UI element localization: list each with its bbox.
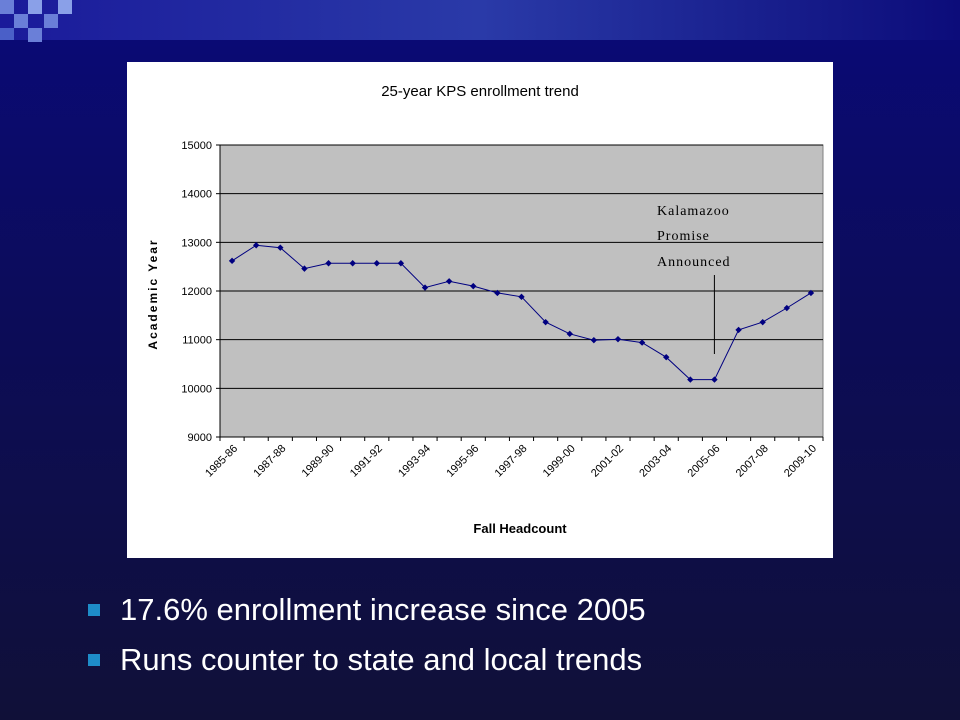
data-point (687, 376, 694, 383)
data-point (638, 339, 646, 346)
slide-header-bar (0, 0, 960, 40)
bullet-marker (88, 654, 100, 666)
bullet-item: Runs counter to state and local trends (88, 635, 928, 685)
data-point (663, 353, 670, 361)
x-tick-label: 1989-90 (300, 443, 337, 480)
data-point (349, 260, 356, 267)
x-tick-label: 1985-86 (203, 443, 240, 480)
data-point (277, 244, 284, 251)
data-point (783, 304, 791, 312)
y-tick-label: 10000 (181, 383, 212, 395)
annotation-line-3: Announced (657, 255, 731, 270)
annotation-line-1: Kalamazoo (657, 204, 730, 219)
bullet-item: 17.6% enrollment increase since 2005 (88, 585, 928, 635)
data-point (445, 278, 453, 285)
data-point (373, 260, 380, 267)
y-tick-label: 15000 (181, 140, 212, 152)
x-tick-label: 2001-02 (589, 443, 626, 480)
bullet-list: 17.6% enrollment increase since 2005 Run… (88, 585, 928, 685)
x-tick-label: 1995-96 (444, 443, 481, 480)
data-point (566, 330, 573, 338)
y-tick-label: 9000 (188, 432, 212, 444)
x-tick-label: 1987-88 (251, 443, 288, 480)
x-tick-label: 2003-04 (637, 443, 674, 480)
chart-canvas: 9000 10000 11000 12000 13000 14000 15000 1985-… (146, 83, 824, 536)
data-point (494, 289, 501, 297)
data-point (711, 376, 718, 383)
x-tick-label: 1999-00 (541, 443, 578, 480)
data-point (397, 260, 405, 267)
bullet-text: Runs counter to state and local trends (120, 642, 643, 677)
x-tick-label: 2009-10 (782, 443, 819, 480)
data-point (614, 335, 622, 343)
x-axis-label: Fall Headcount (473, 521, 567, 536)
chart-title: 25-year KPS enrollment trend (381, 83, 579, 100)
x-tick-label: 2005-06 (686, 443, 723, 480)
x-tick-label: 1993-94 (396, 443, 433, 480)
data-point (590, 336, 598, 344)
bullet-text: 17.6% enrollment increase since 2005 (120, 592, 646, 627)
data-point (252, 242, 260, 249)
data-point (759, 318, 766, 326)
x-tick-label: 2007-08 (734, 443, 771, 480)
bullet-marker (88, 604, 100, 616)
enrollment-chart: 9000 10000 11000 12000 13000 14000 15000 1985-… (127, 62, 833, 558)
y-tick-label: 14000 (181, 189, 212, 201)
data-point (807, 289, 815, 297)
annotation-line-2: Promise (657, 229, 710, 244)
y-tick-label: 13000 (181, 237, 212, 249)
x-tick-label: 1997-98 (493, 443, 530, 480)
y-tick-label: 11000 (182, 335, 212, 347)
data-point (421, 284, 429, 291)
data-point (301, 265, 308, 272)
data-point (228, 257, 236, 265)
y-axis-ticks: 9000 10000 11000 12000 13000 14000 15000 (181, 140, 220, 444)
y-tick-label: 12000 (181, 286, 212, 298)
data-point (735, 326, 742, 334)
data-point (542, 318, 549, 326)
data-point (518, 293, 525, 301)
y-axis-label: Academic Year (146, 238, 160, 349)
data-point (325, 260, 332, 267)
x-axis-ticks: 1985-86 1987-88 1989-90 1991-92 1993-94 1995-… (203, 437, 824, 480)
x-tick-label: 1991-92 (348, 443, 385, 480)
kalamazoo-promise-annotation: Kalamazoo Promise Announced (657, 204, 731, 354)
